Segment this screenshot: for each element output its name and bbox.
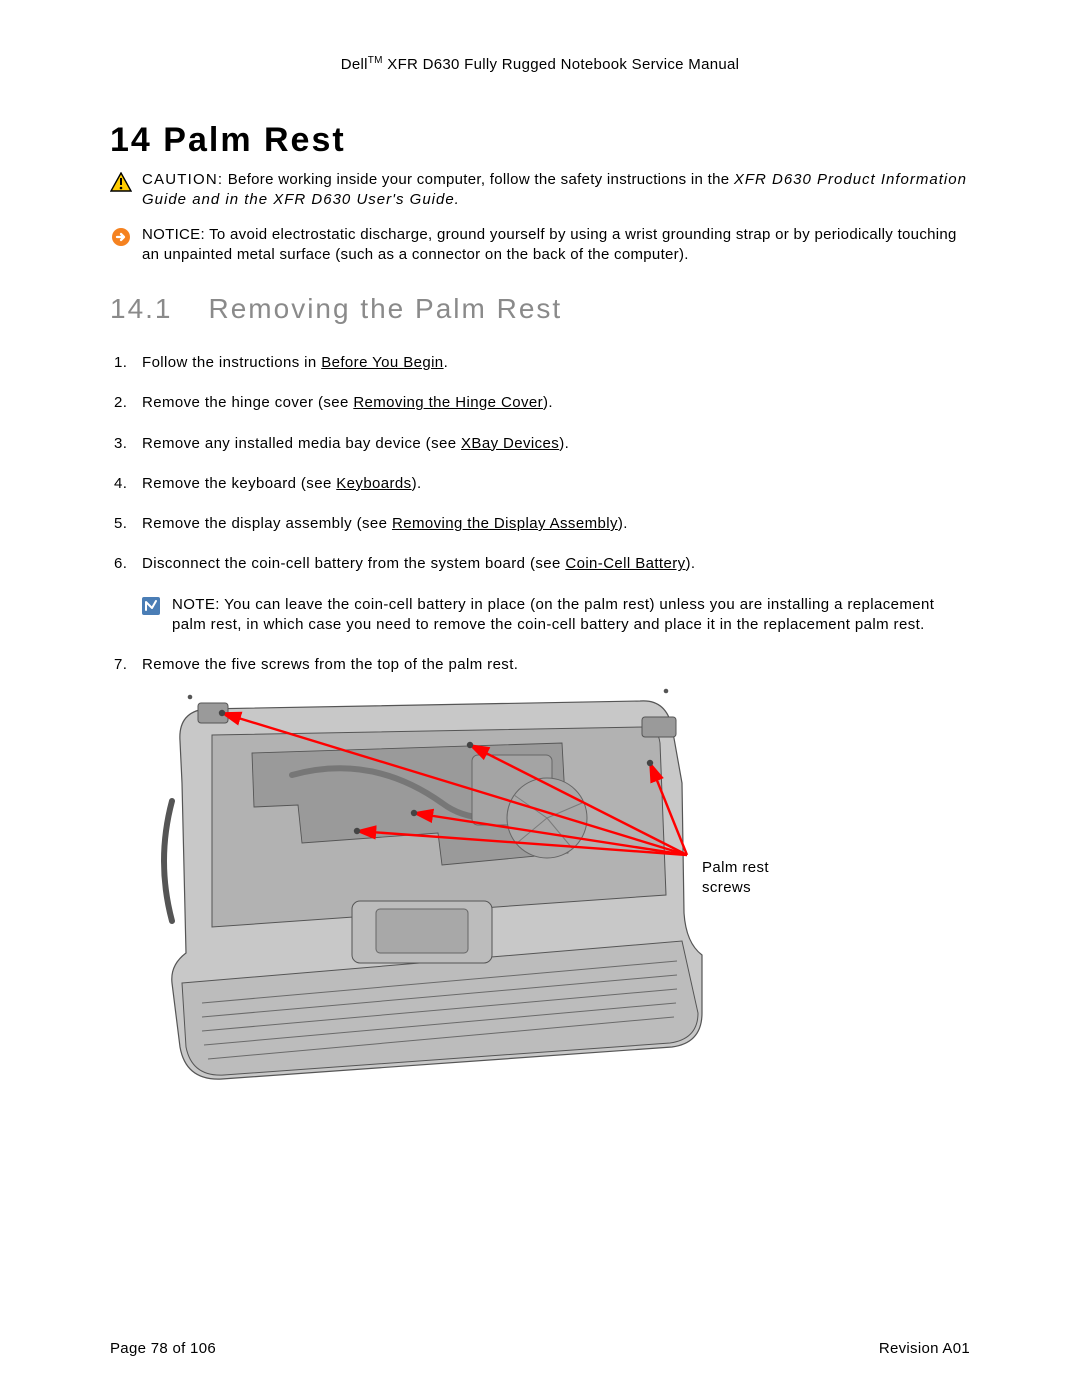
note-body: You can leave the coin-cell battery in p…: [172, 596, 934, 633]
step-post: ).: [618, 515, 628, 532]
section-number: 14.1: [110, 293, 173, 324]
step-post: ).: [412, 475, 422, 492]
footer-left: Page 78 of 106: [110, 1340, 216, 1357]
step-item: Disconnect the coin-cell battery from th…: [142, 554, 970, 635]
step-item: Remove the hinge cover (see Removing the…: [142, 393, 970, 413]
step-post: ).: [686, 555, 696, 572]
notice-label: NOTICE:: [142, 226, 205, 243]
caution-callout: CAUTION: Before working inside your comp…: [110, 170, 970, 211]
step7-text: Remove the five screws from the top of t…: [142, 656, 518, 673]
step-post: .: [444, 354, 449, 371]
footer-left-pre: Page: [110, 1340, 151, 1357]
step-link[interactable]: Removing the Hinge Cover: [353, 394, 543, 411]
step-item: Follow the instructions in Before You Be…: [142, 353, 970, 373]
page-footer: Page 78 of 106 Revision A01: [110, 1340, 970, 1357]
step-link[interactable]: Removing the Display Assembly: [392, 515, 618, 532]
chapter-heading: 14 Palm Rest: [110, 121, 970, 160]
step-pre: Remove the keyboard (see: [142, 475, 336, 492]
palm-rest-diagram: [142, 683, 912, 1093]
step-pre: Remove the hinge cover (see: [142, 394, 353, 411]
caution-icon: [110, 172, 132, 192]
step-post: ).: [543, 394, 553, 411]
step-link[interactable]: Coin-Cell Battery: [565, 555, 685, 572]
chapter-number: 14: [110, 121, 152, 159]
notice-callout: NOTICE: To avoid electrostatic discharge…: [110, 225, 970, 266]
step-item: Remove the five screws from the top of t…: [142, 655, 970, 1093]
note-icon: [142, 597, 162, 617]
step-pre: Remove the display assembly (see: [142, 515, 392, 532]
notice-icon: [110, 227, 132, 247]
step-item: Remove the display assembly (see Removin…: [142, 514, 970, 534]
figure-label-line2: screws: [702, 879, 751, 896]
step-pre: Follow the instructions in: [142, 354, 321, 371]
caution-label: CAUTION:: [142, 171, 223, 188]
figure-label-line1: Palm rest: [702, 859, 769, 876]
caution-body: Before working inside your computer, fol…: [223, 171, 734, 188]
caution-text: CAUTION: Before working inside your comp…: [142, 170, 970, 211]
footer-left-mid: of: [168, 1340, 190, 1357]
step-pre: Remove any installed media bay device (s…: [142, 435, 461, 452]
step-item: Remove the keyboard (see Keyboards).: [142, 474, 970, 494]
step-pre: Disconnect the coin-cell battery from th…: [142, 555, 565, 572]
step-list: Follow the instructions in Before You Be…: [110, 353, 970, 1093]
figure-label: Palm rest screws: [702, 858, 769, 897]
step-link[interactable]: Before You Begin: [321, 354, 443, 371]
section-title: Removing the Palm Rest: [209, 293, 563, 324]
header-brand: Dell: [341, 56, 368, 73]
step-link[interactable]: Keyboards: [336, 475, 411, 492]
note-text: NOTE: You can leave the coin-cell batter…: [172, 595, 970, 636]
footer-right: Revision A01: [879, 1340, 970, 1357]
notice-body: To avoid electrostatic discharge, ground…: [142, 226, 957, 263]
palm-rest-figure: Palm rest screws: [142, 683, 912, 1093]
footer-page: 78: [151, 1340, 168, 1357]
section-heading: 14.1 Removing the Palm Rest: [110, 293, 970, 325]
chapter-title: Palm Rest: [163, 121, 345, 159]
step-item: Remove any installed media bay device (s…: [142, 434, 970, 454]
document-header: DellTM XFR D630 Fully Rugged Notebook Se…: [110, 55, 970, 73]
step-post: ).: [559, 435, 569, 452]
notice-text: NOTICE: To avoid electrostatic discharge…: [142, 225, 970, 266]
footer-total: 106: [190, 1340, 216, 1357]
header-rest: XFR D630 Fully Rugged Notebook Service M…: [383, 56, 739, 73]
note-callout: NOTE: You can leave the coin-cell batter…: [142, 595, 970, 636]
note-label: NOTE:: [172, 596, 220, 613]
step-link[interactable]: XBay Devices: [461, 435, 559, 452]
header-tm: TM: [368, 55, 383, 66]
